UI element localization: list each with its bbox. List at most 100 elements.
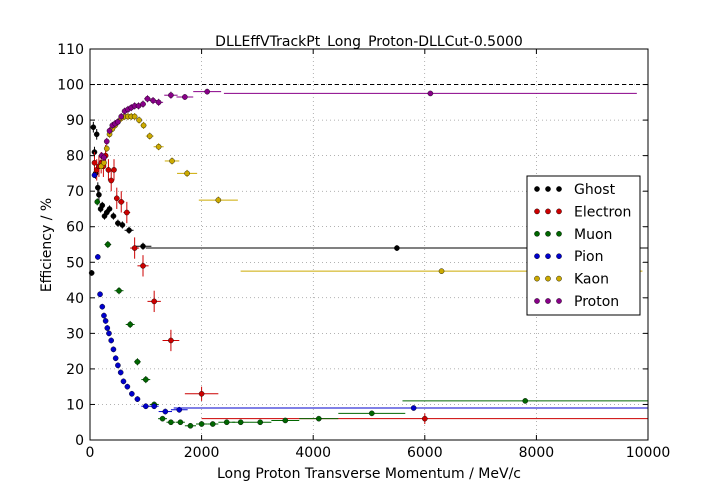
proton-point: [144, 95, 151, 103]
kaon-marker: [136, 117, 142, 123]
legend-marker-kaon: [534, 275, 540, 282]
muon-marker: [116, 287, 122, 294]
kaon-point: [131, 112, 138, 121]
ghost-marker: [93, 131, 100, 138]
muon-marker: [223, 419, 230, 426]
kaon-point: [153, 143, 164, 151]
legend-label-kaon: Kaon: [574, 272, 609, 288]
pion-marker: [102, 318, 109, 324]
legend-marker-ghost: [534, 186, 540, 192]
series-proton: [98, 88, 637, 161]
electron-marker: [198, 390, 205, 397]
muon-marker: [159, 415, 166, 422]
muon-point: [158, 415, 168, 422]
legend-entry-ghost: Ghost: [534, 182, 616, 198]
muon-marker: [368, 410, 375, 417]
kaon-point: [136, 116, 142, 124]
legend-marker-proton: [556, 298, 562, 304]
ghost-point: [95, 182, 101, 193]
pion-point: [173, 405, 648, 411]
kaon-marker: [184, 170, 190, 177]
proton-marker: [182, 94, 188, 100]
pion-marker: [91, 172, 98, 178]
electron-point: [105, 159, 112, 181]
pion-marker: [101, 312, 107, 319]
y-tick-label: 0: [75, 433, 84, 449]
muon-point: [184, 422, 197, 429]
legend-label-muon: Muon: [574, 227, 612, 243]
muon-point: [207, 421, 219, 427]
muon-point: [218, 419, 236, 426]
axis-layer: 0 2000 4000 6000 8000 10000 0 10 20 30 40 50 60 70 80 9…: [57, 42, 670, 461]
pion-marker: [97, 291, 103, 298]
kaon-marker: [155, 143, 162, 150]
muon-point: [338, 410, 406, 417]
pion-marker: [410, 405, 417, 411]
pion-marker: [162, 408, 169, 415]
series-pion: [91, 172, 648, 415]
muon-marker: [237, 419, 244, 426]
proton-marker: [103, 138, 110, 145]
kaon-marker: [215, 197, 222, 203]
legend-marker-muon: [534, 230, 540, 237]
muon-point: [94, 198, 101, 206]
electron-point: [117, 191, 125, 213]
chart-title: DLLEffVTrackPt_Long_Proton-DLLCut-0.5000: [215, 34, 523, 50]
legend-entry-kaon: Kaon: [534, 272, 609, 288]
legend-label-pion: Pion: [574, 249, 603, 265]
muon-point: [402, 398, 648, 404]
pion-point: [104, 325, 111, 331]
electron-marker: [151, 298, 157, 305]
x-axis-label: Long Proton Transverse Momentum / MeV/c: [217, 466, 521, 482]
electron-marker: [113, 195, 120, 202]
legend-marker-ghost: [556, 186, 562, 192]
ghost-point: [134, 242, 152, 250]
proton-marker: [115, 119, 121, 125]
electron-point: [111, 159, 117, 181]
pion-marker: [99, 303, 106, 310]
pion-point: [108, 337, 115, 344]
legend-entry-muon: Muon: [534, 227, 612, 243]
x-tick-label: 6000: [407, 445, 443, 461]
legend-marker-electron: [545, 208, 551, 215]
muon-marker: [105, 241, 111, 248]
muon-marker: [209, 421, 216, 427]
ghost-marker: [126, 227, 132, 234]
legend-marker-proton: [545, 298, 551, 304]
ghost-point: [119, 221, 126, 229]
y-tick-label: 10: [66, 397, 84, 413]
pion-point: [97, 291, 103, 298]
legend-marker-muon: [556, 230, 562, 237]
proton-marker: [155, 99, 162, 106]
kaon-marker: [146, 133, 153, 139]
ghost-marker: [394, 245, 400, 251]
y-axis-label: Efficiency / %: [39, 198, 55, 292]
y-tick-label: 90: [66, 113, 84, 129]
electron-marker: [421, 415, 428, 422]
x-tick-label: 10000: [626, 445, 671, 461]
y-tick-label: 50: [66, 255, 84, 271]
proton-point: [154, 98, 164, 106]
muon-point: [232, 419, 250, 426]
y-tick-label: 100: [57, 78, 84, 94]
muon-point: [271, 417, 300, 424]
electron-point: [184, 386, 219, 401]
electron-point: [201, 413, 648, 425]
electron-point: [147, 290, 161, 313]
ghost-marker: [90, 124, 97, 130]
pion-point: [129, 390, 135, 397]
pion-marker: [112, 355, 119, 362]
muon-marker: [257, 419, 263, 426]
electron-marker: [105, 167, 112, 173]
legend-marker-pion: [545, 253, 551, 260]
muon-point: [114, 287, 124, 295]
proton-point: [118, 112, 125, 121]
pion-marker: [124, 383, 131, 390]
muon-point: [104, 240, 112, 249]
ghost-point: [115, 219, 121, 227]
legend-marker-muon: [545, 230, 551, 237]
y-tick-label: 70: [66, 184, 84, 200]
electron-point: [162, 329, 180, 352]
kaon-marker: [131, 113, 138, 120]
proton-point: [103, 137, 110, 145]
